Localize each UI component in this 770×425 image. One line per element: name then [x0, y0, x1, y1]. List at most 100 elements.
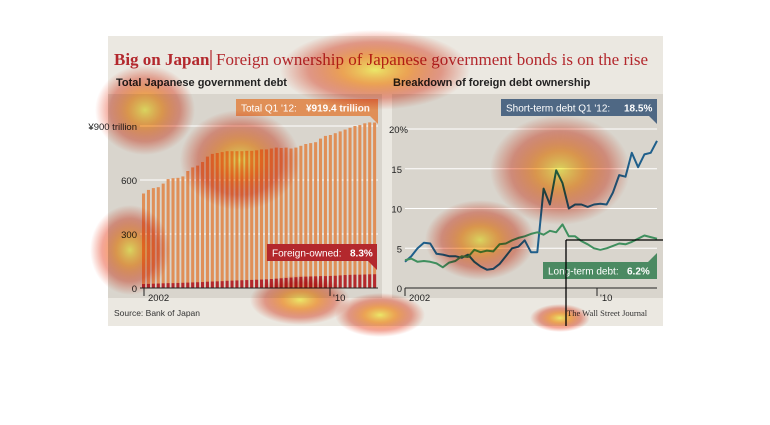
total-debt-bar — [289, 148, 293, 288]
foreign-owned-bar — [215, 281, 219, 288]
short-term-callout-value: 18.5% — [624, 104, 652, 115]
long-term-callout-value: 6.2% — [627, 267, 650, 278]
total-debt-bar — [225, 151, 229, 288]
foreign-callout-label: Foreign-owned: — [272, 249, 341, 260]
total-debt-bar — [319, 138, 323, 288]
total-debt-bar — [323, 135, 327, 288]
total-debt-bar — [343, 129, 347, 288]
long-term-callout-label: Long-term debt: — [548, 267, 619, 278]
foreign-owned-bar — [338, 275, 342, 288]
foreign-owned-bar — [176, 282, 180, 288]
foreign-owned-bar — [333, 275, 337, 288]
foreign-owned-bar — [156, 283, 160, 288]
foreign-callout-pointer — [368, 261, 377, 270]
total-debt-bar — [171, 178, 175, 288]
short-term-callout-pointer — [649, 116, 657, 124]
total-debt-bar — [210, 153, 214, 288]
right-ytick-label: 15 — [391, 165, 402, 176]
annotation-bracket — [565, 239, 663, 326]
heat-blob — [180, 110, 300, 210]
foreign-owned-bar — [210, 281, 214, 288]
total-debt-bar — [264, 149, 268, 288]
total-callout-label: Total Q1 '12: — [241, 104, 297, 115]
heat-blob — [335, 293, 425, 337]
right-ytick-label: 0 — [397, 284, 402, 295]
long-term-callout-box — [543, 262, 657, 279]
total-debt-bar — [338, 131, 342, 288]
total-debt-bar — [230, 151, 234, 288]
total-debt-bar — [304, 144, 308, 288]
right-xtick-label-10: '10 — [600, 293, 612, 304]
foreign-owned-bar — [196, 282, 200, 288]
total-debt-bar — [201, 162, 205, 288]
total-debt-bar — [220, 152, 224, 288]
heat-blob — [90, 205, 170, 295]
foreign-owned-bar — [225, 280, 229, 288]
foreign-owned-bar — [230, 280, 234, 288]
right-ytick-label: 10 — [391, 205, 402, 216]
short-term-callout-label: Short-term debt Q1 '12: — [506, 104, 610, 115]
total-debt-bar — [353, 126, 357, 288]
left-ytick-label: 600 — [121, 176, 137, 187]
heat-blob — [490, 115, 630, 225]
foreign-callout-value: 8.3% — [350, 249, 373, 260]
total-callout-value: ¥919.4 trillion — [306, 104, 370, 115]
foreign-owned-bar — [245, 280, 249, 288]
total-debt-bar — [279, 147, 283, 288]
total-debt-bar — [328, 135, 332, 288]
foreign-owned-bar — [260, 279, 264, 288]
foreign-owned-bar — [201, 282, 205, 288]
total-debt-bar — [348, 127, 352, 288]
total-debt-bar — [235, 151, 239, 288]
total-debt-bar — [274, 147, 278, 288]
foreign-owned-bar — [191, 282, 195, 288]
foreign-owned-bar — [363, 274, 367, 288]
total-debt-bar — [181, 176, 185, 288]
foreign-owned-bar — [348, 274, 352, 288]
foreign-owned-bar — [343, 275, 347, 288]
total-debt-bar — [215, 153, 219, 288]
header-title-bold: Big on Japan — [114, 50, 210, 69]
foreign-owned-bar — [186, 282, 190, 288]
heat-blob — [250, 275, 350, 325]
foreign-owned-bar — [255, 279, 259, 288]
total-debt-bar — [186, 171, 190, 288]
total-debt-bar — [250, 150, 254, 288]
long-term-callout-pointer — [648, 253, 657, 262]
foreign-callout-box — [267, 244, 377, 261]
total-debt-bar — [294, 147, 298, 288]
foreign-owned-bar — [353, 274, 357, 288]
total-debt-bar — [191, 167, 195, 288]
total-debt-bar — [240, 151, 244, 288]
foreign-owned-bar — [161, 283, 165, 288]
left-xtick-label-2002: 2002 — [148, 293, 169, 304]
foreign-owned-bar — [205, 281, 209, 288]
heat-blob — [530, 304, 590, 332]
total-debt-bar — [368, 122, 372, 289]
total-debt-bar — [333, 133, 337, 288]
total-debt-bar — [245, 150, 249, 288]
foreign-owned-bar — [373, 274, 377, 288]
total-debt-bar — [314, 142, 318, 288]
heat-blob — [425, 200, 535, 280]
right-ytick-label: 5 — [397, 244, 402, 255]
total-debt-bar — [176, 177, 180, 288]
total-debt-bar — [166, 179, 170, 288]
wsj-credit: The Wall Street Journal — [567, 308, 648, 318]
foreign-owned-bar — [368, 274, 372, 288]
foreign-owned-bar — [220, 281, 224, 288]
total-debt-bar — [205, 156, 209, 288]
total-debt-bar — [255, 150, 259, 288]
heat-blob — [280, 30, 470, 110]
total-callout-pointer — [370, 116, 378, 124]
total-debt-bar — [284, 147, 288, 288]
foreign-owned-bar — [358, 274, 362, 288]
foreign-owned-bar — [171, 283, 175, 288]
total-debt-bar — [309, 143, 313, 288]
foreign-owned-bar — [240, 280, 244, 288]
foreign-owned-bar — [235, 280, 239, 288]
total-debt-bar — [269, 148, 273, 288]
total-debt-bar — [196, 165, 200, 288]
